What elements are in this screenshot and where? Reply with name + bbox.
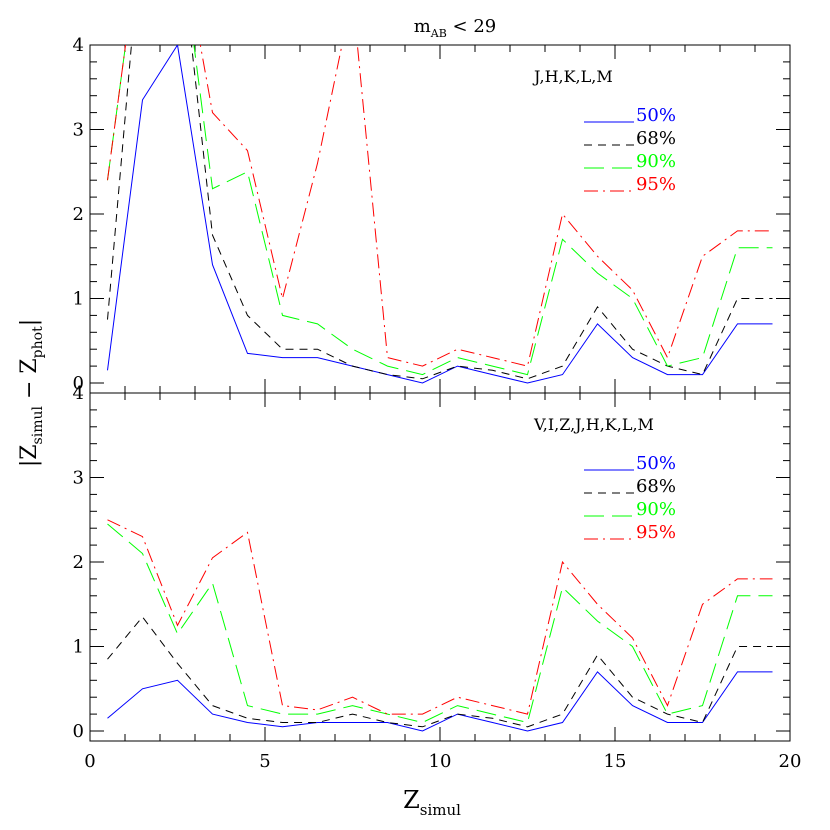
series-lines bbox=[107, 45, 773, 384]
series-line-50pct bbox=[107, 671, 773, 732]
legend-label: 68% bbox=[636, 476, 676, 497]
y-tick-label: 0 bbox=[73, 721, 84, 742]
y-tick-label: 1 bbox=[73, 637, 84, 658]
legend-label: 90% bbox=[636, 499, 676, 520]
legend-label: 68% bbox=[636, 128, 676, 149]
filter-annotation: J,H,K,L,M bbox=[532, 67, 613, 86]
legend-label: 90% bbox=[636, 151, 676, 172]
x-tick-label: 0 bbox=[84, 751, 95, 772]
x-tick-label: 10 bbox=[429, 751, 452, 772]
x-axis-label: Zsimul bbox=[403, 786, 461, 819]
y-tick-label: 2 bbox=[73, 204, 84, 225]
series-line-50pct bbox=[107, 45, 773, 384]
y-tick-label: 4 bbox=[73, 383, 84, 404]
x-tick-label: 20 bbox=[779, 751, 802, 772]
x-tick-label: 15 bbox=[604, 751, 627, 772]
panel-bottom: 0 1 2 3 4 0 5 10 15 20 V,I,Z,J,H,K,L,M 50%68%90%95% bbox=[73, 383, 802, 772]
series-line-95pct bbox=[107, 45, 773, 367]
legend-label: 50% bbox=[636, 105, 676, 126]
y-tick-label: 4 bbox=[73, 35, 84, 56]
legend-label: 95% bbox=[636, 522, 676, 543]
chart-title: mAB < 29 bbox=[414, 16, 497, 40]
y-tick-label: 0 bbox=[73, 373, 84, 394]
series-line-90pct bbox=[107, 45, 773, 376]
series-line-90pct bbox=[107, 523, 773, 724]
panel-top: 0 1 2 3 4 J,H,K,L,M 50%68%90%95% bbox=[73, 35, 791, 394]
y-axis-label: |Zsimul − Zphot| bbox=[17, 319, 46, 467]
chart-title-main: m bbox=[414, 16, 431, 37]
legend-label: 50% bbox=[636, 453, 676, 474]
series-line-95pct bbox=[107, 519, 773, 715]
series-lines bbox=[107, 519, 773, 732]
chart-title-sub: AB bbox=[430, 27, 447, 40]
y-tick-label: 3 bbox=[73, 120, 84, 141]
series-line-68pct bbox=[107, 616, 773, 728]
y-tick-label: 2 bbox=[73, 552, 84, 573]
filter-annotation: V,I,Z,J,H,K,L,M bbox=[533, 415, 654, 434]
plot-frame bbox=[89, 392, 791, 742]
y-tick-label: 3 bbox=[73, 468, 84, 489]
x-tick-label: 5 bbox=[259, 751, 270, 772]
series-line-68pct bbox=[107, 45, 773, 380]
legend-label: 95% bbox=[636, 174, 676, 195]
plot-frame bbox=[89, 44, 791, 394]
chart-title-rest: < 29 bbox=[447, 16, 496, 37]
y-tick-label: 1 bbox=[73, 289, 84, 310]
